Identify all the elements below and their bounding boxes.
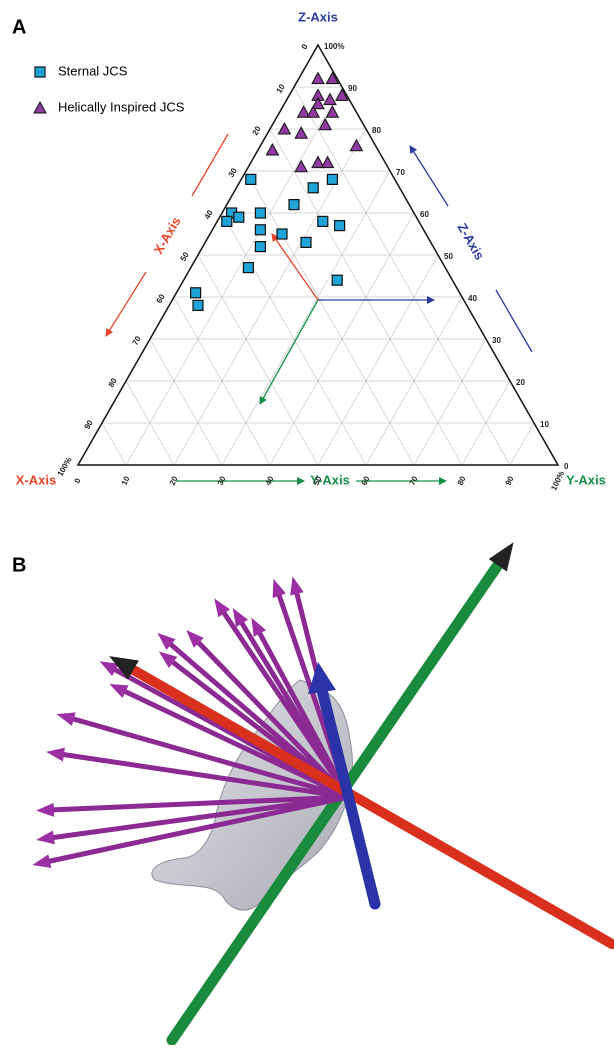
grid-line (150, 339, 222, 465)
data-point (246, 174, 256, 184)
y-tick-label: 90 (504, 474, 516, 486)
x-tick-label: 20 (251, 124, 264, 137)
grid-line (510, 423, 534, 465)
x-tick-label: 0 (300, 42, 310, 51)
z-tick-label: 50 (444, 252, 453, 261)
data-point (332, 275, 342, 285)
y-tick-label: 30 (216, 474, 228, 486)
legend-label: Helically Inspired JCS (58, 99, 185, 114)
data-point (350, 140, 362, 151)
data-point (255, 225, 265, 235)
vertex-title: Z-Axis (298, 9, 338, 24)
x-side-arrow (106, 272, 146, 336)
data-point (255, 242, 265, 252)
data-point (308, 183, 318, 193)
y-tick-label: 40 (264, 474, 276, 486)
y-tick-label: 20 (168, 474, 180, 486)
y-direction-arrow (260, 300, 318, 404)
x-tick-label: 10 (275, 82, 288, 95)
data-point (234, 212, 244, 222)
data-point (322, 157, 334, 168)
x-tick-label: 100% (56, 456, 74, 478)
rendering-3d (46, 562, 612, 1040)
panel-label: B (12, 554, 26, 576)
x-tick-label: 40 (203, 208, 216, 221)
legend-label: Sternal JCS (58, 63, 128, 78)
z-tick-label: 90 (348, 84, 357, 93)
z-side-arrow (410, 146, 448, 206)
z-tick-label: 0 (564, 462, 569, 471)
grid-line (294, 87, 510, 465)
y-tick-label: 10 (120, 474, 132, 486)
y-tick-label: 100% (549, 470, 566, 492)
z-tick-label: 40 (468, 294, 477, 303)
figure: A B Z-Axis X-Axis Y-Axis X-Axis Y-Axis Z… (0, 0, 614, 1045)
z-tick-label: 10 (540, 420, 549, 429)
data-point (324, 94, 336, 105)
x-tick-label: 90 (83, 418, 96, 431)
data-point (243, 263, 253, 273)
data-point (266, 144, 278, 155)
data-point (222, 216, 232, 226)
grid-line (126, 87, 342, 465)
y-tick-label: 60 (360, 474, 372, 486)
y-tick-label: 70 (408, 474, 420, 486)
z-tick-label: 60 (420, 210, 429, 219)
data-point (277, 229, 287, 239)
data-point (191, 288, 201, 298)
vertex-title: X-Axis (16, 472, 56, 487)
data-point (327, 174, 337, 184)
data-point (318, 216, 328, 226)
x-tick-label: 60 (155, 292, 168, 305)
data-point (289, 200, 299, 210)
grid-line (318, 255, 438, 465)
z-axis-head (308, 662, 336, 694)
y-tick-label: 80 (456, 474, 468, 486)
x-tick-label: 30 (227, 166, 240, 179)
grid-line (102, 423, 126, 465)
z-tick-label: 80 (372, 126, 381, 135)
z-tick-label: 100% (324, 42, 344, 51)
page: A B Z-Axis X-Axis Y-Axis X-Axis Y-Axis Z… (0, 0, 614, 1045)
side-title: X-Axis (150, 214, 183, 257)
side-title: Z-Axis (454, 221, 487, 263)
data-point (193, 300, 203, 310)
grid-line (198, 255, 318, 465)
vertex-title: Y-Axis (566, 472, 606, 487)
z-tick-label: 70 (396, 168, 405, 177)
z-tick-label: 30 (492, 336, 501, 345)
data-point (278, 123, 290, 134)
data-point (255, 208, 265, 218)
legend-marker (34, 102, 46, 113)
x-tick-label: 80 (107, 376, 120, 389)
legend: Sternal JCS Helically Inspired JCS (34, 63, 185, 114)
grid-line (222, 171, 390, 465)
z-tick-label: 20 (516, 378, 525, 387)
x-side-arrow (192, 134, 228, 196)
y-tick-label: 0 (73, 476, 83, 484)
x-tick-label: 70 (131, 334, 144, 347)
z-side-arrow (496, 290, 532, 352)
x-tick-label: 50 (179, 250, 192, 263)
panel-label: A (12, 16, 26, 38)
data-point (301, 237, 311, 247)
data-point (312, 73, 324, 84)
points (191, 73, 363, 311)
legend-marker (35, 67, 45, 77)
grid-line (414, 339, 486, 465)
grid-line (246, 171, 414, 465)
data-point (335, 221, 345, 231)
